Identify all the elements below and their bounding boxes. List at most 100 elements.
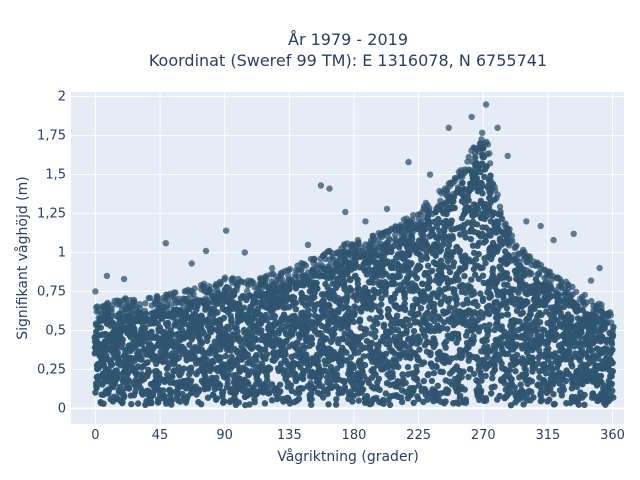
data-point — [451, 286, 458, 294]
data-point — [534, 271, 541, 278]
data-point — [550, 236, 557, 244]
data-point — [294, 262, 301, 269]
data-point — [267, 283, 274, 290]
y-tick-label: 0,75 — [37, 285, 66, 300]
data-point — [383, 205, 391, 213]
data-point — [445, 387, 452, 394]
data-point — [294, 273, 302, 280]
data-point — [343, 298, 350, 306]
data-point — [107, 360, 114, 367]
data-point — [324, 390, 331, 397]
data-point — [118, 343, 125, 351]
data-point — [169, 373, 176, 380]
data-point — [524, 298, 531, 306]
data-point — [150, 309, 158, 316]
data-point — [194, 296, 201, 303]
data-point — [494, 124, 501, 131]
data-point — [104, 301, 111, 308]
data-point — [458, 373, 465, 381]
data-point — [138, 355, 145, 362]
data-point — [181, 320, 188, 328]
data-point — [341, 330, 348, 337]
data-point — [587, 277, 595, 284]
data-point — [404, 363, 412, 371]
data-point — [274, 285, 282, 292]
data-point — [508, 376, 515, 383]
data-point — [168, 292, 175, 299]
data-point — [482, 372, 489, 380]
data-point — [403, 329, 410, 336]
data-point — [283, 267, 290, 274]
data-point — [275, 389, 283, 396]
data-point — [391, 280, 399, 288]
data-point — [341, 378, 348, 385]
data-point — [471, 150, 479, 157]
data-point — [478, 179, 485, 187]
data-point — [350, 364, 358, 372]
data-point — [482, 259, 489, 267]
data-point — [513, 256, 520, 263]
data-point — [270, 343, 278, 350]
data-point — [609, 387, 616, 394]
data-point — [394, 312, 401, 319]
data-point — [149, 391, 157, 399]
data-point — [491, 183, 498, 191]
data-point — [304, 241, 312, 248]
data-point — [308, 272, 315, 279]
data-point — [569, 363, 576, 370]
data-point — [334, 307, 341, 314]
data-point — [229, 362, 236, 370]
data-point — [482, 395, 489, 402]
data-point — [402, 379, 409, 387]
data-point — [544, 398, 551, 405]
data-point — [100, 400, 107, 407]
data-point — [432, 340, 439, 348]
data-point — [251, 399, 258, 406]
data-point — [551, 400, 558, 408]
data-point — [448, 217, 455, 224]
data-point — [460, 368, 467, 375]
data-point — [261, 400, 269, 407]
data-point — [317, 182, 325, 189]
data-point — [167, 392, 174, 399]
data-point — [206, 367, 214, 374]
data-point — [523, 254, 530, 262]
data-point — [455, 276, 462, 283]
data-point — [375, 307, 383, 314]
data-point — [504, 228, 511, 235]
data-point — [134, 400, 142, 407]
data-point — [284, 394, 292, 402]
data-point — [556, 291, 563, 298]
data-point — [398, 398, 406, 406]
data-point — [361, 361, 369, 369]
data-point — [401, 306, 409, 314]
data-point — [375, 375, 383, 383]
data-point — [275, 394, 283, 402]
x-tick-label: 360 — [600, 428, 625, 443]
data-point — [362, 326, 370, 333]
data-point — [596, 264, 603, 272]
data-point — [452, 292, 459, 300]
data-point — [489, 268, 496, 275]
data-point — [148, 399, 155, 407]
data-point — [587, 347, 595, 354]
data-point — [447, 179, 454, 186]
data-point — [128, 400, 135, 408]
data-point — [461, 386, 468, 393]
data-point — [268, 397, 276, 404]
data-point — [351, 310, 358, 317]
data-point — [236, 337, 243, 345]
data-point — [567, 292, 575, 300]
data-point — [506, 275, 513, 283]
data-point — [342, 357, 349, 364]
data-point — [422, 199, 430, 207]
data-point — [372, 333, 379, 341]
data-point — [359, 386, 367, 393]
data-point — [439, 201, 446, 208]
data-point — [221, 276, 228, 283]
data-point — [382, 288, 389, 295]
data-point — [299, 385, 306, 392]
data-point — [405, 158, 412, 166]
data-point — [201, 369, 208, 376]
data-point — [389, 369, 396, 377]
